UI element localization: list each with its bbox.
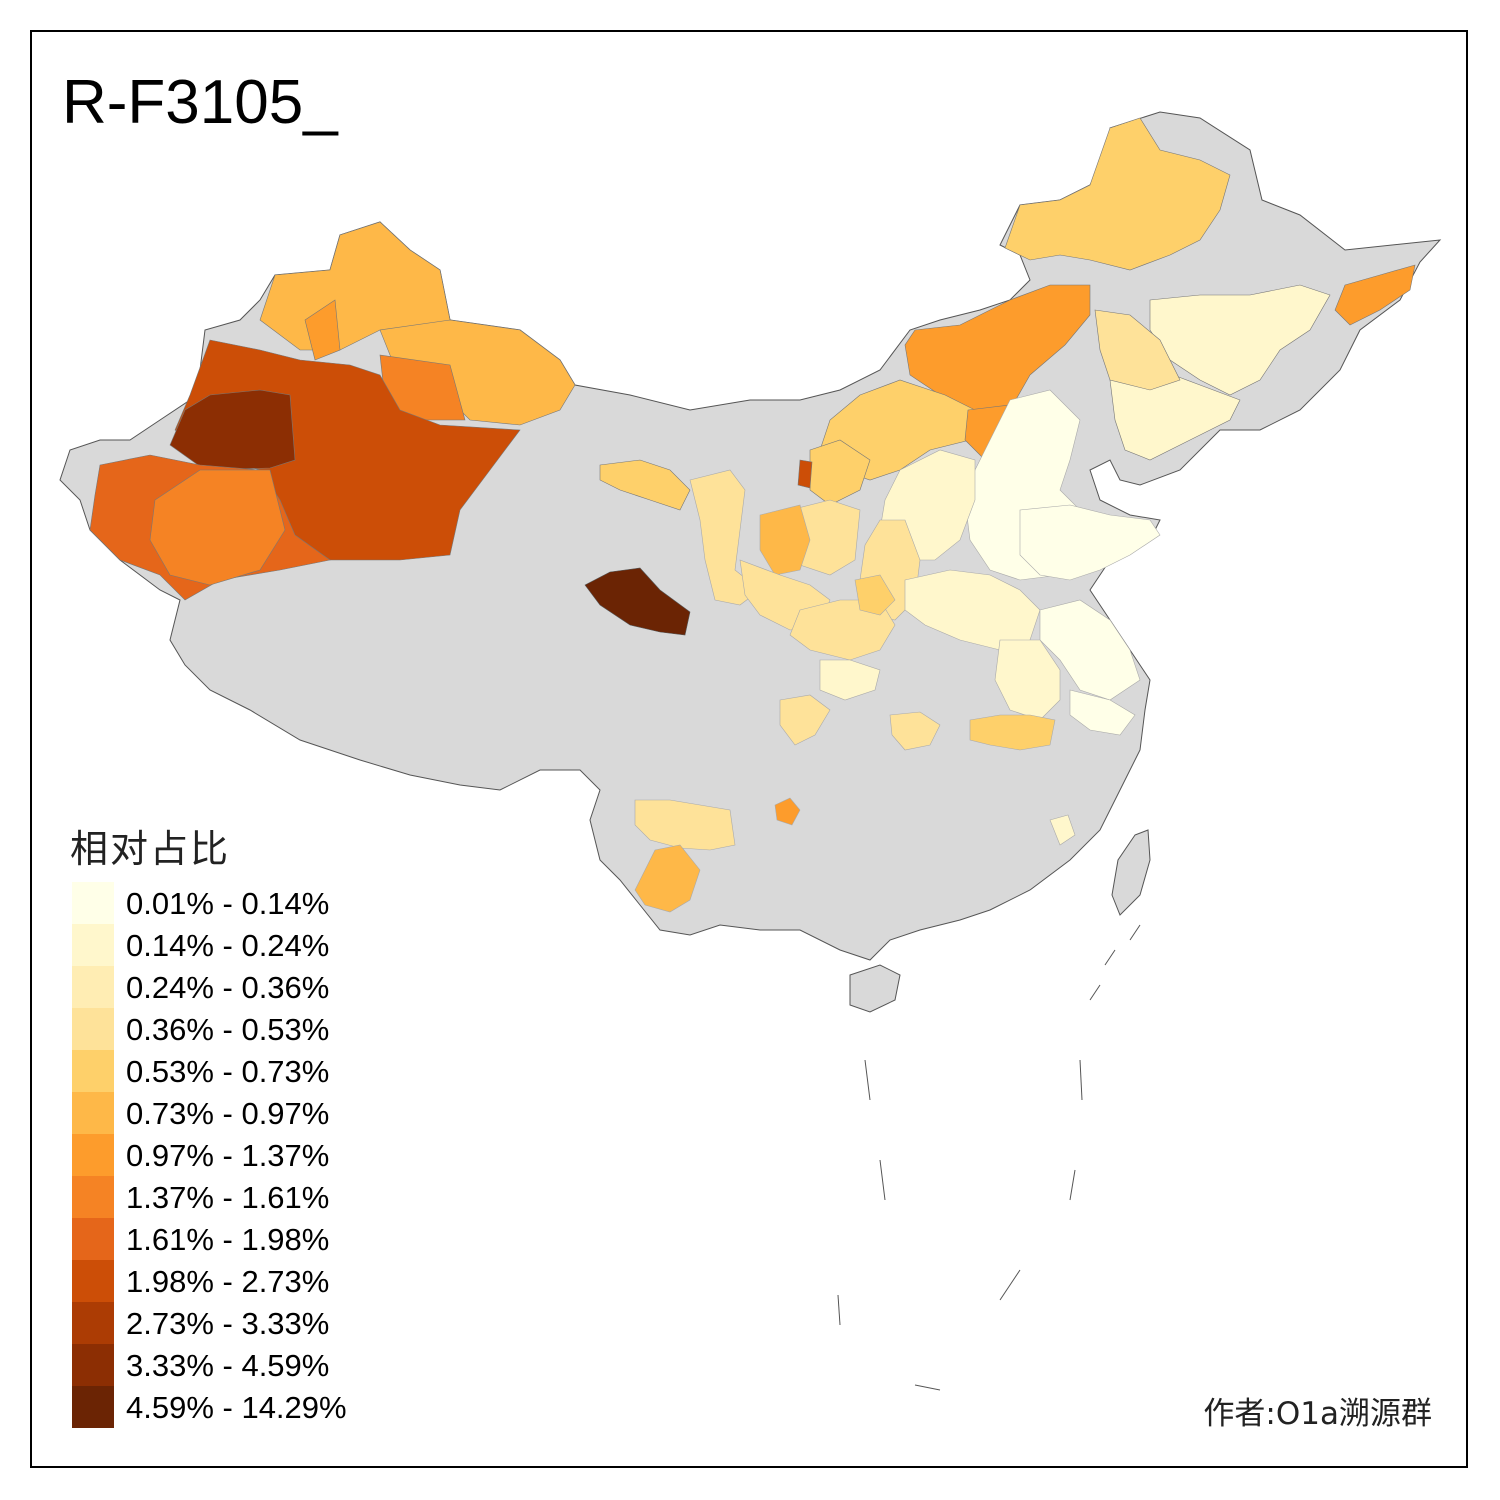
region-hulunbuir bbox=[1004, 117, 1231, 271]
legend-title: 相对占比 bbox=[70, 827, 231, 871]
region-shandong bbox=[1019, 504, 1161, 581]
region-sichuan-north bbox=[819, 659, 881, 701]
region-hubei-west bbox=[889, 711, 941, 751]
legend-swatch bbox=[72, 1008, 114, 1050]
legend-swatch bbox=[72, 1176, 114, 1218]
legend-label: 0.36% - 0.53% bbox=[126, 1012, 330, 1047]
region-yunnan-south bbox=[634, 844, 701, 913]
legend-label: 0.24% - 0.36% bbox=[126, 970, 330, 1005]
taiwan-island bbox=[1111, 829, 1151, 916]
legend-label: 0.53% - 0.73% bbox=[126, 1054, 330, 1089]
region-shaanxi-guanzhong bbox=[789, 599, 896, 661]
region-guizhou-spot bbox=[774, 797, 801, 826]
region-jiangsu-north bbox=[1039, 599, 1141, 701]
region-yunnan-north bbox=[634, 799, 736, 851]
legend-label: 3.33% - 4.59% bbox=[126, 1348, 330, 1383]
map-title: R-F3105_ bbox=[62, 68, 338, 137]
region-inner-mongolia-middle bbox=[904, 284, 1091, 411]
hainan-island bbox=[849, 964, 901, 1013]
region-wuhai bbox=[797, 459, 813, 489]
region-jilin bbox=[1109, 369, 1241, 461]
legend-swatch bbox=[72, 966, 114, 1008]
legend-label: 0.01% - 0.14% bbox=[126, 886, 330, 921]
region-ili bbox=[304, 299, 341, 361]
legend-label: 1.37% - 1.61% bbox=[126, 1180, 330, 1215]
legend-label: 0.14% - 0.24% bbox=[126, 928, 330, 963]
region-fujian-spot bbox=[1049, 814, 1076, 846]
region-sichuan-northwest bbox=[779, 694, 831, 746]
legend-swatch bbox=[72, 1134, 114, 1176]
region-aksu bbox=[169, 389, 296, 471]
legend-swatch bbox=[72, 1344, 114, 1386]
region-hotan bbox=[149, 469, 286, 586]
legend-swatch bbox=[72, 1092, 114, 1134]
legend-swatch bbox=[72, 924, 114, 966]
region-heilongjiang-east bbox=[1334, 264, 1416, 326]
legend-swatch bbox=[72, 1386, 114, 1428]
region-shanghai-south bbox=[1069, 689, 1136, 736]
legend-swatch bbox=[72, 882, 114, 924]
region-ningxia bbox=[759, 504, 811, 576]
author-credit: 作者:O1a溯源群 bbox=[1203, 1396, 1432, 1432]
region-alxa bbox=[599, 459, 691, 511]
region-qinghai-dark bbox=[584, 567, 691, 636]
region-baotou bbox=[809, 439, 871, 506]
region-xingan bbox=[1094, 309, 1181, 391]
legend-label: 2.73% - 3.33% bbox=[126, 1306, 330, 1341]
region-anhui bbox=[994, 639, 1061, 721]
legend-swatch bbox=[72, 1302, 114, 1344]
region-hubei-east bbox=[969, 714, 1056, 751]
legend-label: 1.98% - 2.73% bbox=[126, 1264, 330, 1299]
region-shaanxi-hanzhong bbox=[854, 574, 896, 616]
legend-swatch bbox=[72, 1260, 114, 1302]
legend-label: 1.61% - 1.98% bbox=[126, 1222, 330, 1257]
legend-swatch bbox=[72, 1050, 114, 1092]
legend-swatch bbox=[72, 1218, 114, 1260]
legend-label: 4.59% - 14.29% bbox=[126, 1390, 347, 1425]
map-frame bbox=[30, 30, 1468, 1468]
south-sea-islands bbox=[837, 924, 1141, 1391]
legend-label: 0.97% - 1.37% bbox=[126, 1138, 330, 1173]
legend-label: 0.73% - 0.97% bbox=[126, 1096, 330, 1131]
